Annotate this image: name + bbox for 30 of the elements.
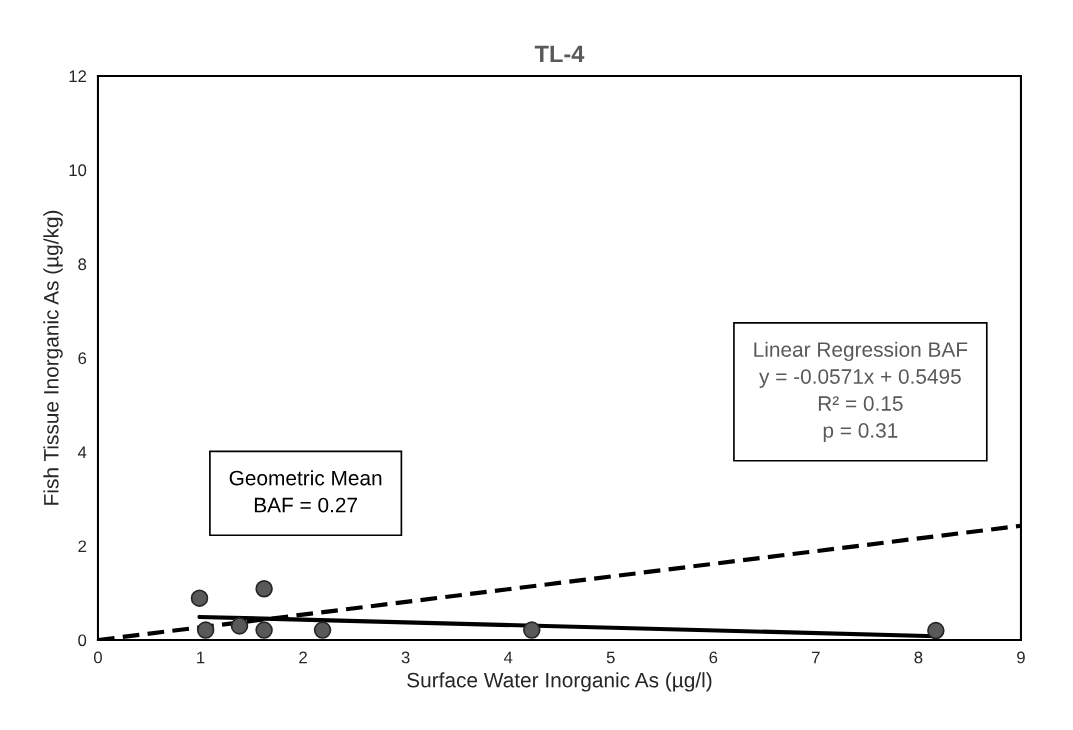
y-tick-label: 0 <box>78 634 87 647</box>
annotation: Linear Regression BAF y = -0.0571x + 0.5495 R² = 0.15 p = 0.31 <box>754 341 968 442</box>
point <box>927 621 945 640</box>
point <box>523 621 541 639</box>
point <box>196 621 215 639</box>
y-tick-label: 6 <box>78 352 87 365</box>
x-axis-title: Surface Water Inorganic As (µg/l) <box>407 672 712 692</box>
x-tick-label: 8 <box>914 651 923 664</box>
x-tick-label: 9 <box>1017 651 1025 664</box>
y-tick-label: 2 <box>78 540 87 553</box>
y-axis-title: Fish Tissue Inorganic As (µg/kg) <box>43 210 63 505</box>
chart-title: TL-4 <box>534 45 585 63</box>
x-tick-label: 1 <box>197 651 205 664</box>
y-tick-label: 10 <box>69 164 87 177</box>
point <box>255 580 273 598</box>
y-tick-label: 8 <box>78 258 87 271</box>
annotation: Geometric Mean BAF = 0.27 <box>229 470 382 513</box>
x-tick-label: 5 <box>606 651 615 664</box>
x-tick-label: 4 <box>503 651 513 664</box>
point <box>255 621 273 639</box>
x-tick-label: 3 <box>401 651 410 664</box>
x-tick-label: 7 <box>812 651 820 664</box>
point <box>313 621 332 639</box>
x-tick-label: 2 <box>299 651 307 664</box>
point <box>230 617 249 635</box>
point <box>190 589 209 607</box>
x-tick-label: 0 <box>93 651 102 664</box>
y-tick-label: 4 <box>77 446 87 459</box>
y-tick-label: 12 <box>69 70 87 82</box>
x-tick-label: 6 <box>709 651 718 664</box>
